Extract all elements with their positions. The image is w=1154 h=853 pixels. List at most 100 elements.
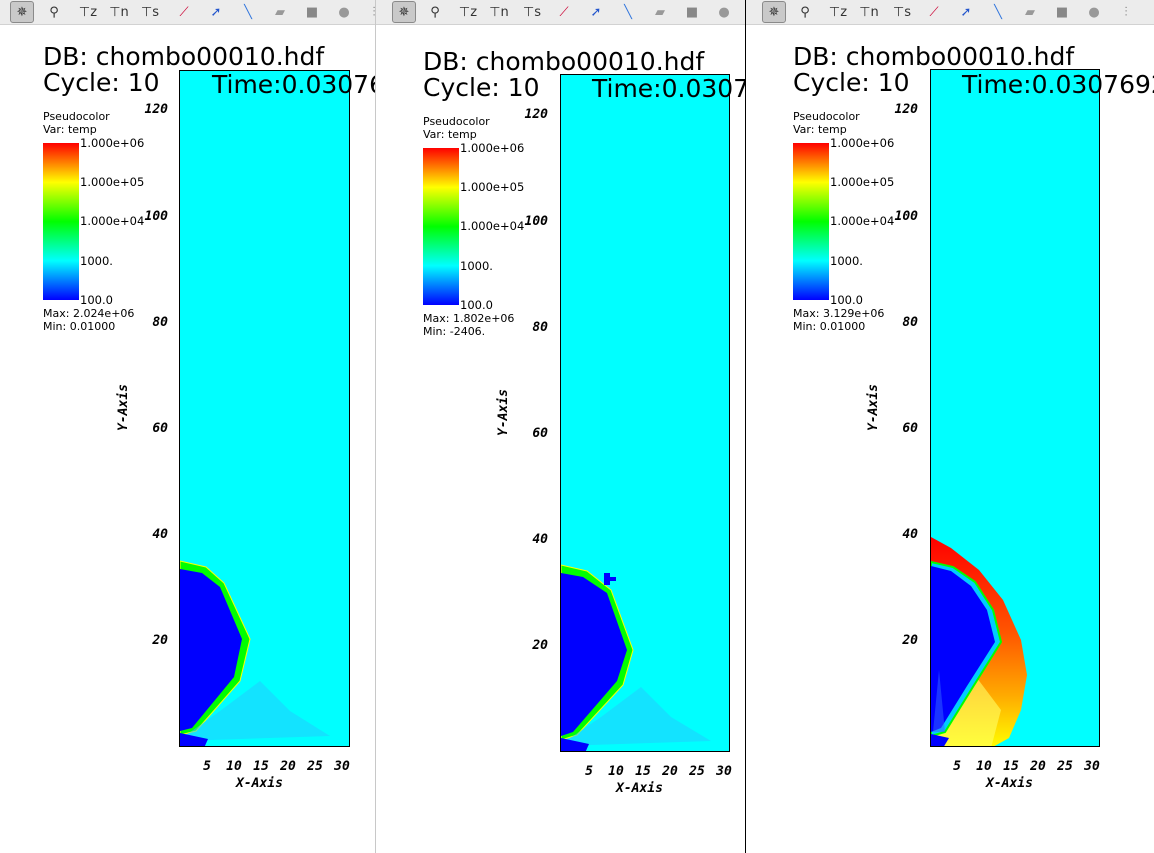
y-tick: 40 xyxy=(902,527,918,542)
pick-icon[interactable]: ➚ xyxy=(590,4,602,20)
box-icon[interactable]: ■ xyxy=(685,4,699,20)
y-tick: 80 xyxy=(152,315,168,330)
lineout-s-icon[interactable]: ⊤s xyxy=(140,4,160,20)
legend-var: Var: temp xyxy=(423,128,477,141)
cycle-label: Cycle: 10 xyxy=(793,68,910,97)
zoom-icon[interactable]: ⚲ xyxy=(49,4,59,20)
y-axis-title: Y-Axis xyxy=(865,384,881,431)
y-tick: 60 xyxy=(902,421,918,436)
sliders-icon[interactable]: ⫶ xyxy=(372,4,375,20)
vis-toolbar-2: ✵ ⚲ ⊤z ⊤n ⊤s ⟋ ➚ ╲ ▰ ■ ● xyxy=(376,0,745,25)
lineout-z-icon[interactable]: ⊤z xyxy=(78,4,98,20)
curve-icon[interactable]: ⟋ xyxy=(179,4,189,20)
x-tick: 20 xyxy=(662,764,678,779)
plane-icon[interactable]: ▰ xyxy=(1025,4,1035,20)
y-tick: 40 xyxy=(152,527,168,542)
lineout-s-icon[interactable]: ⊤s xyxy=(522,4,542,20)
lineout-n-icon[interactable]: ⊤n xyxy=(109,4,129,20)
plane-icon[interactable]: ▰ xyxy=(275,4,285,20)
legend-tick: 1.000e+04 xyxy=(80,214,145,228)
x-axis-title: X-Axis xyxy=(616,781,663,796)
y-tick: 20 xyxy=(152,633,168,648)
y-tick: 40 xyxy=(532,532,548,547)
time-label: Time:0.03076 xyxy=(592,74,745,103)
y-tick: 100 xyxy=(524,214,548,229)
x-tick: 30 xyxy=(334,759,350,774)
window-divider xyxy=(375,0,376,853)
cycle-label: Cycle: 10 xyxy=(423,73,540,102)
plot-area xyxy=(179,70,350,747)
sphere-icon[interactable]: ● xyxy=(718,4,730,20)
x-tick: 20 xyxy=(280,759,296,774)
legend-plot-type: Pseudocolor xyxy=(43,110,110,123)
vis-window-1: ✵ ⚲ ⊤z ⊤n ⊤s ⟋ ➚ ╲ ▰ ■ ● ⫶ DB: chombo000… xyxy=(0,0,375,853)
legend-max: Max: 2.024e+06 xyxy=(43,307,135,320)
box-icon[interactable]: ■ xyxy=(305,4,319,20)
legend-tick: 1000. xyxy=(830,254,863,268)
vis-toolbar-1: ✵ ⚲ ⊤z ⊤n ⊤s ⟋ ➚ ╲ ▰ ■ ● ⫶ xyxy=(0,0,375,25)
lineout-n-icon[interactable]: ⊤n xyxy=(489,4,509,20)
x-axis-title: X-Axis xyxy=(986,776,1033,791)
temperature-field xyxy=(931,537,1027,746)
navigate-icon[interactable]: ✵ xyxy=(10,1,34,23)
pick-icon[interactable]: ➚ xyxy=(960,4,972,20)
x-tick: 30 xyxy=(716,764,732,779)
legend-max: Max: 3.129e+06 xyxy=(793,307,885,320)
line-icon[interactable]: ╲ xyxy=(624,4,632,20)
plot-area xyxy=(560,74,730,752)
y-axis-title: Y-Axis xyxy=(495,389,511,436)
legend-plot-type: Pseudocolor xyxy=(793,110,860,123)
legend-var: Var: temp xyxy=(43,123,97,136)
vis-toolbar-3: ✵ ⚲ ⊤z ⊤n ⊤s ⟋ ➚ ╲ ▰ ■ ● ⫶ xyxy=(746,0,1154,25)
db-label: DB: chombo00010.hdf xyxy=(423,47,705,76)
time-label: Time:0.03076 xyxy=(212,70,375,99)
navigate-icon[interactable]: ✵ xyxy=(392,1,416,23)
db-label: DB: chombo00010.hdf xyxy=(793,42,1075,71)
y-tick: 80 xyxy=(902,315,918,330)
zoom-icon[interactable]: ⚲ xyxy=(430,4,440,20)
sphere-icon[interactable]: ● xyxy=(338,4,350,20)
navigate-icon[interactable]: ✵ xyxy=(762,1,786,23)
window-divider xyxy=(745,0,746,853)
legend-tick: 1000. xyxy=(460,259,493,273)
legend-tick: 1.000e+04 xyxy=(830,214,895,228)
lineout-z-icon[interactable]: ⊤z xyxy=(828,4,848,20)
x-tick: 5 xyxy=(585,764,593,779)
curve-icon[interactable]: ⟋ xyxy=(929,4,939,20)
line-icon[interactable]: ╲ xyxy=(244,4,252,20)
x-tick: 15 xyxy=(253,759,269,774)
x-tick: 10 xyxy=(976,759,992,774)
sphere-icon[interactable]: ● xyxy=(1088,4,1100,20)
x-tick: 15 xyxy=(1003,759,1019,774)
legend-tick: 100.0 xyxy=(460,298,493,312)
vis-window-2: ✵ ⚲ ⊤z ⊤n ⊤s ⟋ ➚ ╲ ▰ ■ ● DB: chombo00010… xyxy=(376,0,745,853)
plot-area xyxy=(930,69,1100,747)
box-icon[interactable]: ■ xyxy=(1055,4,1069,20)
time-label: Time:0.0307692 xyxy=(962,70,1154,99)
legend-tick: 100.0 xyxy=(80,293,113,307)
y-tick: 120 xyxy=(144,102,168,117)
legend-min: Min: 0.01000 xyxy=(793,320,866,333)
sliders-icon[interactable]: ⫶ xyxy=(1124,4,1128,20)
legend-tick: 100.0 xyxy=(830,293,863,307)
lineout-s-icon[interactable]: ⊤s xyxy=(892,4,912,20)
legend-var: Var: temp xyxy=(793,123,847,136)
x-tick: 25 xyxy=(1057,759,1073,774)
curve-icon[interactable]: ⟋ xyxy=(559,4,569,20)
legend-tick: 1.000e+05 xyxy=(460,180,525,194)
x-tick: 30 xyxy=(1084,759,1100,774)
x-tick: 25 xyxy=(307,759,323,774)
x-tick: 10 xyxy=(608,764,624,779)
lineout-n-icon[interactable]: ⊤n xyxy=(859,4,879,20)
x-tick: 15 xyxy=(635,764,651,779)
legend-min: Min: 0.01000 xyxy=(43,320,116,333)
cycle-label: Cycle: 10 xyxy=(43,68,160,97)
y-tick: 20 xyxy=(532,638,548,653)
zoom-icon[interactable]: ⚲ xyxy=(800,4,810,20)
lineout-z-icon[interactable]: ⊤z xyxy=(458,4,478,20)
plane-icon[interactable]: ▰ xyxy=(655,4,665,20)
legend-tick: 1000. xyxy=(80,254,113,268)
legend-tick: 1.000e+06 xyxy=(80,136,145,150)
line-icon[interactable]: ╲ xyxy=(994,4,1002,20)
pick-icon[interactable]: ➚ xyxy=(210,4,222,20)
